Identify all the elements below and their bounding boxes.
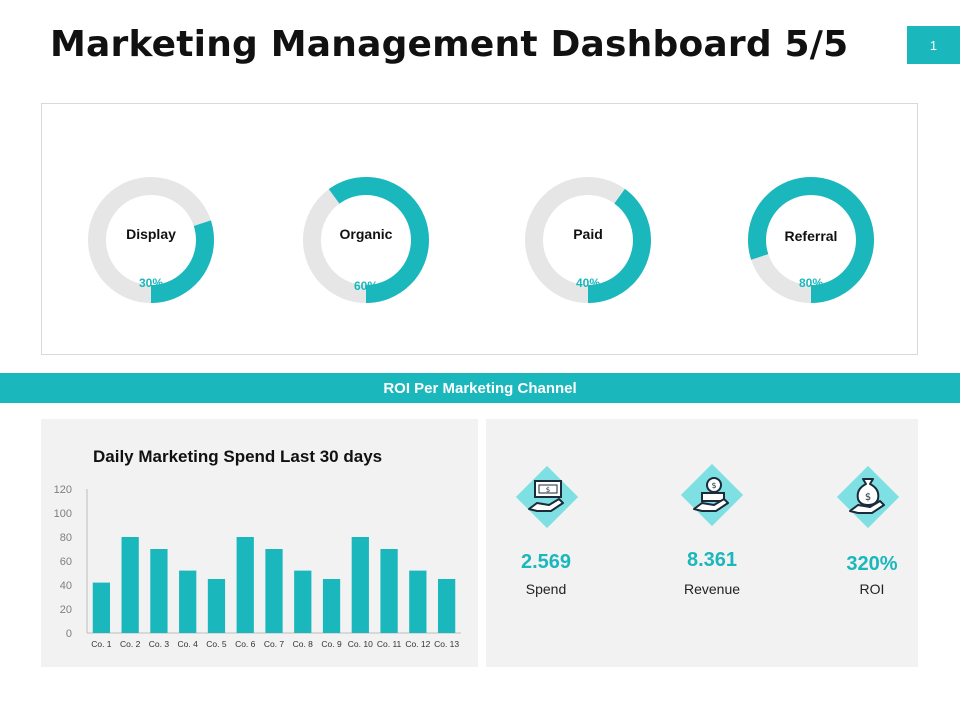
x-tick-label: Co. 7: [264, 639, 285, 649]
y-tick-label: 100: [54, 508, 72, 520]
bar: [179, 570, 197, 633]
channel-donut-panel: Display 30% Organic 60% Paid 40% Referra…: [41, 103, 918, 355]
kpi-value: 2.569: [520, 551, 572, 573]
kpi-revenue: $ 8.361 Revenue: [652, 419, 772, 667]
bar: [294, 570, 312, 633]
x-tick-label: Co. 10: [348, 639, 373, 649]
kpi-panel: $ 2.569 Spend $ 8.361 Revenue $: [486, 419, 918, 667]
donut-percent: 40%: [575, 276, 601, 290]
donut-progress-arc: [303, 177, 429, 303]
donut-label: Organic: [339, 226, 393, 242]
donut-percent: 80%: [798, 276, 824, 290]
spend-chart-panel: 0 20 40 60 80 100 120 Co. 1 Co. 2 Co. 3 Co. 4 Co. 5…: [41, 419, 478, 667]
coins-in-hand-icon: $: [680, 463, 744, 527]
donut-progress-arc: [525, 177, 651, 303]
donut-progress-arc: [88, 177, 214, 303]
donut-percent: 30%: [138, 276, 164, 290]
bar: [92, 582, 111, 633]
x-tick-label: Co. 11: [377, 639, 402, 649]
y-tick-label: 60: [60, 556, 72, 568]
x-tick-label: Co. 5: [206, 639, 227, 649]
x-tick-label: Co. 4: [178, 639, 199, 649]
page-title: Marketing Management Dashboard 5/5: [50, 24, 849, 65]
x-tick-label: Co. 2: [120, 639, 141, 649]
donut-display: Display 30%: [81, 170, 221, 310]
donut-organic: Organic 60%: [296, 170, 436, 310]
bar: [351, 537, 369, 633]
svg-text:$: $: [546, 486, 550, 494]
x-tick-label: Co. 1: [91, 639, 112, 649]
bar: [322, 579, 341, 633]
donut-percent: 60%: [353, 279, 379, 293]
donut-chart: [525, 177, 651, 303]
x-tick-label: Co. 9: [321, 639, 342, 649]
donut-referral: Referral 80%: [741, 170, 881, 310]
donut-chart: [748, 177, 874, 303]
kpi-value: 320%: [846, 553, 898, 575]
y-tick-label: 80: [60, 532, 72, 544]
bar: [265, 549, 283, 633]
y-tick-label: 20: [60, 604, 72, 616]
roi-banner: ROI Per Marketing Channel: [0, 373, 960, 403]
donut-chart: [88, 177, 214, 303]
donut-chart: [303, 177, 429, 303]
bar: [121, 537, 139, 633]
x-tick-label: Co. 12: [405, 639, 430, 649]
donut-paid: Paid 40%: [518, 170, 658, 310]
bar: [437, 579, 456, 633]
donut-label: Display: [126, 226, 176, 242]
donut-label: Paid: [573, 226, 603, 242]
page-number-badge: 1: [907, 26, 960, 64]
x-tick-label: Co. 13: [434, 639, 459, 649]
bar: [380, 549, 398, 633]
x-tick-label: Co. 8: [293, 639, 314, 649]
kpi-label: Spend: [525, 581, 567, 597]
donut-label: Referral: [784, 228, 838, 244]
bar-chart: 0 20 40 60 80 100 120 Co. 1 Co. 2 Co. 3 Co. 4 Co. 5…: [54, 484, 461, 649]
money-in-hand-icon: $: [515, 465, 579, 529]
kpi-label: Revenue: [683, 581, 741, 597]
money-bag-in-hand-icon: $: [836, 465, 900, 529]
y-tick-label: 40: [60, 580, 72, 592]
bar: [150, 549, 168, 633]
kpi-value: 8.361: [686, 549, 738, 571]
bar: [207, 579, 226, 633]
kpi-roi: $ 320% ROI: [812, 419, 932, 667]
y-tick-label: 120: [54, 484, 72, 496]
kpi-label: ROI: [859, 581, 885, 597]
x-tick-label: Co. 6: [235, 639, 256, 649]
svg-text:$: $: [711, 481, 716, 490]
x-tick-label: Co. 3: [149, 639, 170, 649]
svg-text:$: $: [865, 492, 871, 503]
bar: [236, 537, 254, 633]
y-tick-label: 0: [66, 628, 72, 640]
bar: [409, 570, 427, 633]
kpi-spend: $ 2.569 Spend: [486, 419, 606, 667]
donut-progress-arc: [748, 177, 874, 303]
chart-title: Daily Marketing Spend Last 30 days: [93, 447, 383, 466]
